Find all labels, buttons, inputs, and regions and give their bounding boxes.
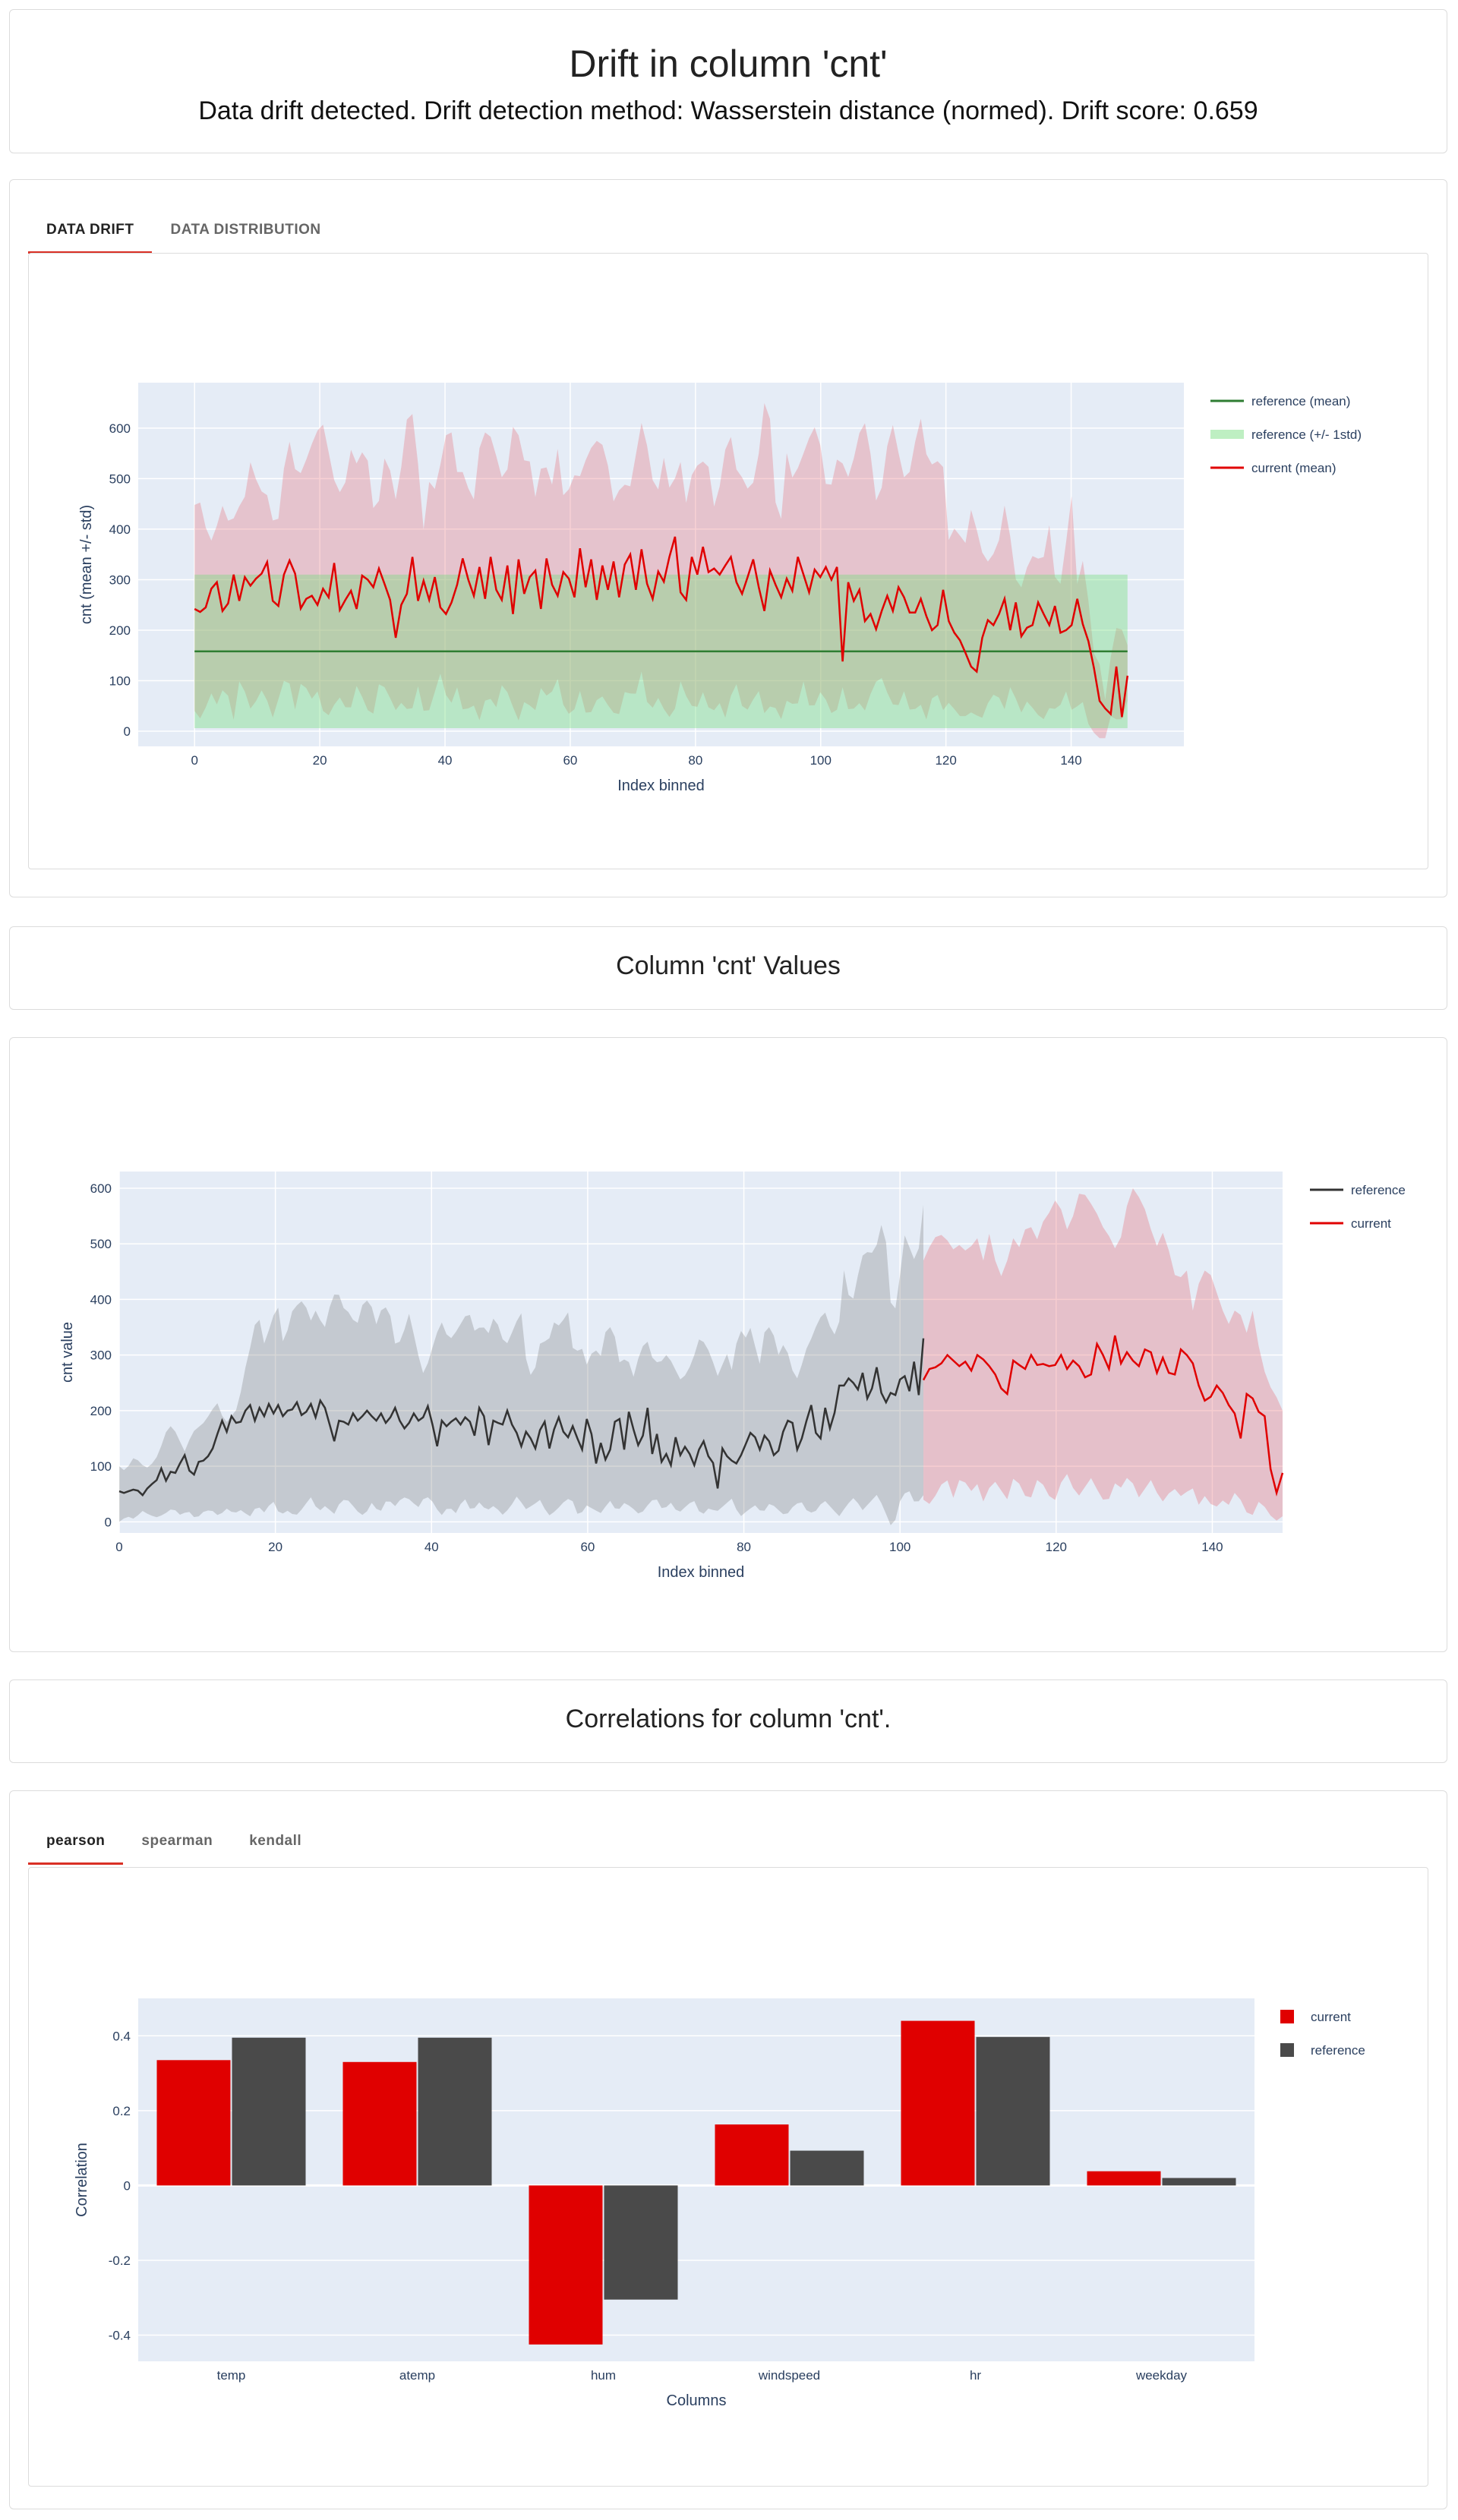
y-tick-label: 0 — [124, 2178, 131, 2193]
x-tick-label: 20 — [313, 753, 327, 768]
y-tick-label: -0.2 — [109, 2253, 131, 2268]
bar-reference-temp — [232, 2037, 306, 2186]
x-tick-label: 20 — [268, 1540, 282, 1554]
bar-reference-hr — [976, 2036, 1050, 2186]
y-tick-label: 600 — [109, 421, 131, 436]
drift-chart[interactable]: 0 100 200 300 400 500 600 0 20 40 60 80 100 120 140 Ind… — [29, 254, 1429, 867]
correlations-chart[interactable]: -0.4 -0.2 0 0.2 0.4 temp atemp hum windspeed hr we… — [29, 1868, 1429, 2484]
values-title-card: Column 'cnt' Values — [9, 926, 1447, 1010]
x-axis-label: Columns — [667, 2392, 727, 2409]
x-tick-label: 40 — [424, 1540, 439, 1554]
drift-tabs: DATA DRIFT DATA DISTRIBUTION — [28, 209, 339, 254]
y-tick-label: 0.2 — [112, 2104, 131, 2118]
current-line — [922, 1335, 1284, 1497]
x-tick-label: 80 — [688, 753, 702, 768]
y-tick-label: 100 — [90, 1459, 112, 1474]
bar-current-weekday — [1087, 2171, 1161, 2186]
legend-label: current — [1311, 2010, 1351, 2024]
y-tick-label: 400 — [90, 1292, 112, 1307]
bar-current-windspeed — [715, 2124, 789, 2186]
y-tick-label: 0 — [124, 724, 131, 739]
legend-label: current — [1351, 1216, 1391, 1231]
tab-pearson[interactable]: pearson — [28, 1820, 124, 1865]
y-tick-label: 0 — [105, 1515, 112, 1529]
correlations-title-card: Correlations for column 'cnt'. — [9, 1679, 1447, 1763]
current-std-band — [194, 402, 1128, 739]
plot-area — [138, 383, 1184, 746]
y-tick-label: 300 — [109, 572, 131, 587]
x-tick-label: 120 — [1046, 1540, 1067, 1554]
plot-area — [119, 1172, 1283, 1533]
x-tick-label: hum — [591, 2368, 616, 2383]
bar-reference-hum — [604, 2185, 678, 2300]
legend-label: current (mean) — [1251, 461, 1336, 475]
tab-data-drift[interactable]: DATA DRIFT — [28, 209, 153, 254]
legend-label: reference (+/- 1std) — [1251, 427, 1362, 442]
tab-data-distribution[interactable]: DATA DISTRIBUTION — [170, 222, 321, 238]
bar-current-atemp — [342, 2061, 417, 2186]
x-tick-label: weekday — [1135, 2368, 1188, 2383]
y-tick-label: 200 — [90, 1404, 112, 1418]
legend-swatch — [1280, 2010, 1294, 2023]
current-mean-line — [194, 536, 1129, 718]
y-tick-label: 600 — [90, 1181, 112, 1196]
x-tick-label: 80 — [737, 1540, 751, 1554]
x-tick-label: hr — [970, 2368, 981, 2383]
legend-label: reference — [1311, 2043, 1365, 2058]
y-tick-label: 200 — [109, 623, 131, 638]
y-tick-label: 500 — [109, 472, 131, 486]
drift-panel: 0 100 200 300 400 500 600 0 20 40 60 80 100 120 140 Ind… — [28, 253, 1428, 869]
legend-label: reference (mean) — [1251, 394, 1350, 408]
x-tick-label: 40 — [438, 753, 453, 768]
y-axis-label: cnt (mean +/- std) — [78, 505, 95, 624]
bar-reference-weekday — [1162, 2178, 1236, 2186]
y-tick-label: 300 — [90, 1348, 112, 1363]
y-axis-label: cnt value — [59, 1322, 76, 1383]
tab-spearman[interactable]: spearman — [141, 1833, 213, 1849]
tab-kendall[interactable]: kendall — [249, 1833, 302, 1849]
values-chart[interactable]: 0 100 200 300 400 500 600 0 20 40 60 80 100 120 140 Ind… — [10, 1038, 1447, 1651]
x-axis-label: Index binned — [617, 777, 705, 794]
y-tick-label: 500 — [90, 1237, 112, 1251]
legend-swatch — [1280, 2043, 1294, 2057]
drift-summary: Data drift detected. Drift detection met… — [198, 96, 1258, 125]
y-tick-label: 400 — [109, 522, 131, 537]
drift-card: DATA DRIFT DATA DISTRIBUTION 0 100 200 300 4… — [9, 179, 1447, 897]
correlations-card: pearson spearman kendall -0.4 -0.2 0 0.2 0.4… — [9, 1790, 1447, 2509]
x-tick-label: 0 — [191, 753, 197, 768]
bar-current-temp — [156, 2060, 231, 2186]
x-tick-label: atemp — [399, 2368, 435, 2383]
correlations-section-title: Correlations for column 'cnt'. — [565, 1705, 892, 1733]
bar-current-hum — [529, 2185, 603, 2345]
y-tick-label: -0.4 — [109, 2329, 131, 2343]
correlations-panel: -0.4 -0.2 0 0.2 0.4 temp atemp hum windspeed hr we… — [28, 1867, 1428, 2487]
bar-reference-windspeed — [790, 2150, 864, 2186]
y-axis-label: Correlation — [74, 2143, 90, 2217]
y-tick-label: 100 — [109, 674, 131, 689]
x-tick-label: 140 — [1201, 1540, 1223, 1554]
values-section-title: Column 'cnt' Values — [616, 951, 841, 980]
x-tick-label: 100 — [889, 1540, 910, 1554]
header-card: Drift in column 'cnt' Data drift detecte… — [9, 9, 1447, 153]
x-tick-label: 60 — [563, 753, 577, 768]
x-tick-label: 0 — [115, 1540, 122, 1554]
x-tick-label: temp — [217, 2368, 246, 2383]
legend-swatch — [1210, 430, 1244, 439]
plot-area — [138, 1998, 1254, 2361]
reference-band — [119, 1204, 923, 1525]
x-tick-label: windspeed — [758, 2368, 820, 2383]
x-axis-label: Index binned — [658, 1564, 745, 1581]
bar-reference-atemp — [418, 2037, 492, 2186]
y-tick-label: 0.4 — [112, 2029, 131, 2043]
legend-label: reference — [1351, 1183, 1406, 1197]
values-card: 0 100 200 300 400 500 600 0 20 40 60 80 100 120 140 Ind… — [9, 1037, 1447, 1652]
x-tick-label: 120 — [935, 753, 956, 768]
page-title: Drift in column 'cnt' — [569, 43, 888, 85]
x-tick-label: 100 — [810, 753, 832, 768]
reference-line — [118, 1338, 925, 1497]
bar-current-hr — [901, 2020, 975, 2186]
x-tick-label: 140 — [1060, 753, 1081, 768]
correlation-tabs: pearson spearman kendall — [28, 1820, 320, 1865]
x-tick-label: 60 — [580, 1540, 595, 1554]
